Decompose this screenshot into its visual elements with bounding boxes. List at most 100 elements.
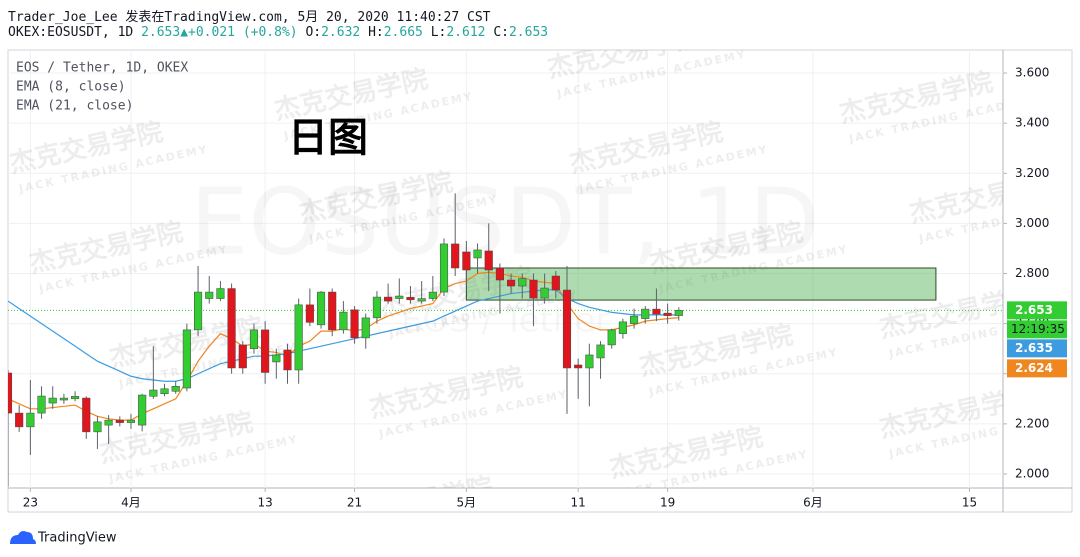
y-tick-label: 2.000 [1015,466,1049,480]
ohlc-value: 2.665 [383,25,423,40]
header-text: Trader_Joe_Lee 发表在TradingView.com, 5月 20… [8,10,491,25]
candle-body [249,329,259,349]
candle-body [149,389,158,397]
change: +0.021 (+0.8%) [188,25,298,40]
candle-body [316,291,326,326]
ema21-tag-bg [1007,339,1067,358]
candle-body [562,289,572,369]
candle-body [540,287,549,299]
candle-body [484,250,493,271]
y-tick-label: 2.200 [1015,416,1049,430]
candle-body [518,278,527,287]
candle-body [261,329,270,373]
candle-body [93,421,102,433]
ema8-tag: 2.624 [1015,361,1053,375]
legend-title: EOS / Tether, 1D, OKEX [16,61,188,76]
candle-body [473,249,482,259]
ohlc-label: C: [493,25,509,40]
candle-body [641,308,650,319]
candle-body [26,412,35,428]
countdown: 12:19:35 [1011,322,1065,336]
x-tick-label: 21 [347,496,362,510]
candle-body [462,251,471,271]
candle-body [350,309,359,339]
candle-body [406,297,415,301]
candle-body [15,412,24,428]
candle-body [115,419,124,423]
x-tick-label: 11 [571,496,586,510]
brand-logo [10,531,36,544]
x-tick-label: 13 [257,496,272,510]
candle-body [652,308,661,315]
candle-body [451,243,460,269]
candle-body [674,310,683,316]
candle-body [395,295,404,299]
brand: TradingView [37,531,117,546]
candle-body [71,396,80,400]
candle-body [630,315,639,324]
legend-entry: EMA (21, close) [16,99,133,114]
ema8-tag-bg [1007,359,1067,378]
candle-body [238,344,247,369]
candle-body [384,296,393,302]
candle-body [507,279,516,287]
candle-body [171,386,180,392]
overlay-title: 日图 [288,115,368,161]
candle-body [428,291,437,299]
y-tick-label: 3.600 [1015,66,1049,80]
candle-body [439,243,449,293]
candle-body [138,394,147,426]
y-tick-label: 2.800 [1015,266,1049,280]
candle-body [8,372,13,414]
up-arrow: ▲ [180,25,189,40]
y-tick-label: 3.200 [1015,166,1049,180]
candle-body [305,304,314,323]
candle-body [596,344,605,359]
header-line: Trader_Joe_Lee 发表在TradingView.com, 5月 20… [8,6,490,25]
countdown-bg [1007,320,1067,339]
ohlc-label: O: [305,25,322,40]
legend-entry: EMA (8, close) [16,80,126,95]
header-quote: OKEX:EOSUSDT, 1D 2.653▲+0.021 (+0.8%) O:… [8,25,548,40]
candle-body [339,311,348,331]
candle-body [585,354,594,369]
candle-body [126,419,136,423]
candle-body [551,275,560,291]
candle-body [82,397,91,433]
x-tick-label: 23 [23,496,38,510]
watermark-cn: 杰克交易学院 [837,0,996,34]
candle-body [59,397,68,401]
candle-body [417,298,426,302]
candle-body [607,329,616,346]
candle-body [361,317,370,339]
candle-body [194,291,203,331]
candle-body [216,288,225,299]
ohlc-value: 2.612 [446,25,486,40]
ohlc-value: 2.653 [508,25,549,40]
last-price: 2.653 [141,25,181,40]
last-price-tag: 2.653 [1015,303,1053,317]
x-tick-label: 4月 [121,496,141,510]
y-tick-label: 3.400 [1015,116,1049,130]
candle-body [529,279,538,299]
candle-body [37,395,46,414]
candle-body [294,304,303,371]
candle-body [372,296,381,319]
candle-body [205,291,214,299]
candle-body [227,288,236,369]
ema21-tag: 2.635 [1015,341,1053,355]
ohlc-label: L: [430,25,447,40]
watermark-en: JACK TRADING ACADEMY [347,498,540,551]
watermark-en: JACK TRADING ACADEMY [847,0,1040,51]
x-tick-label: 6月 [803,496,823,510]
x-tick-label: 5月 [457,496,477,510]
